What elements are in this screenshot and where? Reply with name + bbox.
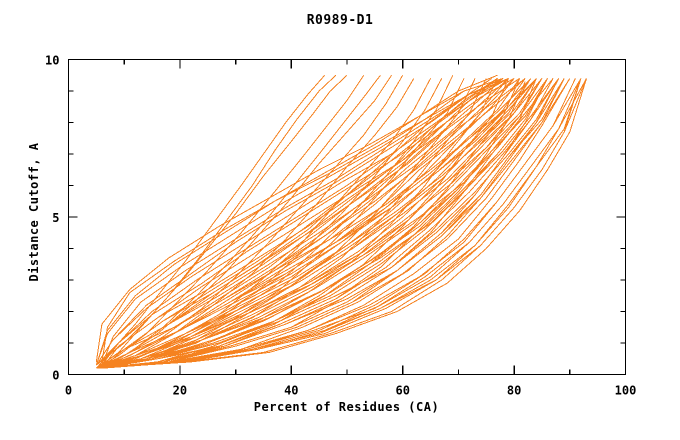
y-tick-label: 10 bbox=[45, 54, 59, 68]
data-curves bbox=[95, 74, 587, 369]
y-tick-label: 5 bbox=[52, 211, 59, 225]
page-title: R0989-D1 bbox=[306, 13, 374, 28]
y-axis-label: Distance Cutoff, A bbox=[27, 142, 41, 282]
x-tick-label: 100 bbox=[615, 384, 637, 398]
axes bbox=[67, 58, 627, 376]
x-tick-label: 80 bbox=[507, 384, 521, 398]
x-tick-label: 40 bbox=[284, 384, 298, 398]
y-axis-tick-labels: 0 5 10 bbox=[45, 54, 59, 383]
x-tick-label: 60 bbox=[395, 384, 409, 398]
x-axis-label: Percent of Residues (CA) bbox=[253, 400, 440, 414]
x-tick-label: 20 bbox=[173, 384, 187, 398]
x-axis-tick-labels: 0 20 40 60 80 100 bbox=[65, 384, 636, 398]
x-tick-label: 0 bbox=[65, 384, 72, 398]
y-tick-label: 0 bbox=[52, 369, 59, 383]
